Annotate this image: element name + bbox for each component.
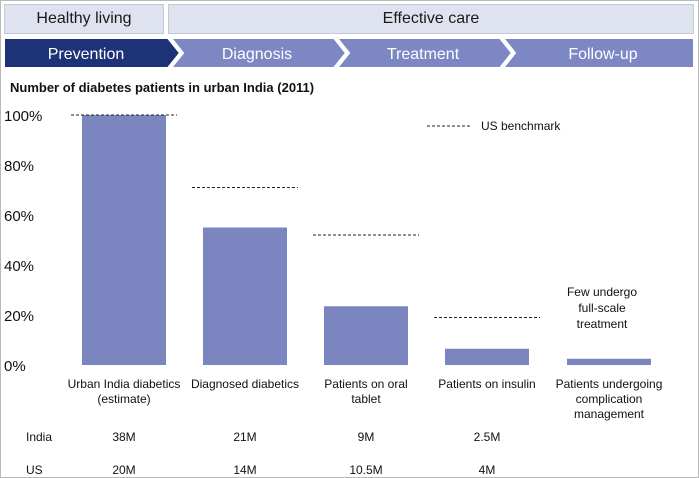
- india-value-oral: 9M: [357, 430, 375, 444]
- chart-title: Number of diabetes patients in urban Ind…: [10, 80, 315, 95]
- stage-diagnosis: Diagnosis: [168, 38, 348, 69]
- stage-chevron: [334, 38, 514, 69]
- india-value-diagnosed: 21M: [233, 430, 257, 444]
- us-value-oral: 10.5M: [349, 463, 383, 477]
- us-value-insulin: 4M: [478, 463, 496, 477]
- us-value-urban: 20M: [112, 463, 136, 477]
- row-label-india: India: [26, 430, 53, 444]
- effective-care-box: Effective care: [168, 4, 694, 34]
- healthy-living-label: Healthy living: [36, 10, 132, 27]
- row-label-us: US: [26, 463, 43, 477]
- stage-prevention: Prevention: [3, 38, 182, 69]
- stage-label: Follow-up: [568, 46, 637, 63]
- us-value-diagnosed: 14M: [233, 463, 257, 477]
- stage-chevron: [3, 38, 182, 69]
- healthy-living-box: Healthy living: [4, 4, 164, 34]
- stage-label: Treatment: [387, 46, 460, 63]
- stage-label: Prevention: [48, 46, 125, 63]
- india-value-insulin: 2.5M: [473, 430, 501, 444]
- stage-chevron: [500, 38, 695, 69]
- india-value-urban: 38M: [112, 430, 136, 444]
- effective-care-label: Effective care: [382, 10, 480, 27]
- care-stage-bar: Prevention Diagnosis Treatment Follow-up: [3, 38, 695, 69]
- stage-treatment: Treatment: [334, 38, 514, 69]
- stage-chevron: [168, 38, 348, 69]
- stage-follow-up: Follow-up: [500, 38, 695, 69]
- stage-label: Diagnosis: [222, 46, 292, 63]
